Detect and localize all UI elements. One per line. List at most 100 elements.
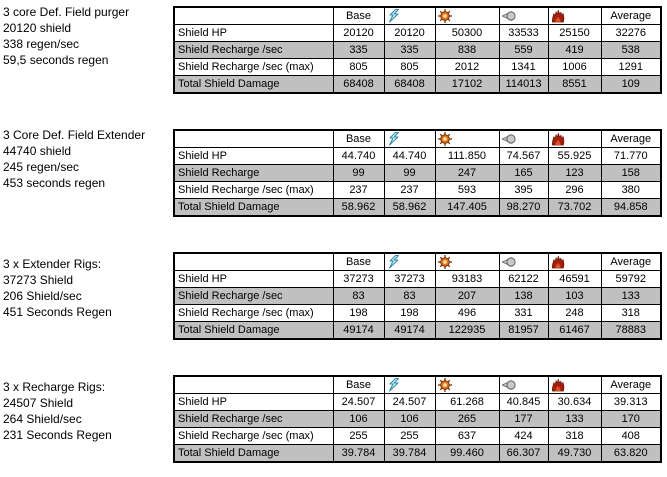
cell-explosive-damage: 133 (547, 410, 602, 428)
cell-em-damage: 68408 (383, 75, 436, 94)
cell-explosive-damage: 55.925 (547, 147, 602, 165)
shield-stats-table: Base Average Shield HP 44.740 44.740 111.850 7… (173, 129, 662, 217)
cell-thermal-damage: 99.460 (434, 444, 500, 463)
shield-config-section: 3 x Extender Rigs: 37273 Shield 206 Shield… (0, 252, 667, 352)
cell-explosive-damage: 25150 (547, 24, 602, 42)
column-header-em-damage (383, 129, 436, 148)
table-header-row: Base Average (173, 252, 662, 271)
row-label: Shield Recharge /sec (max) (173, 427, 334, 445)
cell-em-damage: 198 (383, 304, 436, 322)
cell-base: 20120 (332, 24, 385, 42)
cell-average: 78883 (600, 321, 662, 340)
cell-average: 318 (600, 304, 662, 322)
row-label: Total Shield Damage (173, 198, 334, 217)
row-label: Shield Recharge /sec (173, 41, 334, 59)
table-row: Total Shield Damage 49174 49174 122935 81957… (173, 321, 662, 340)
cell-thermal-damage: 61.268 (434, 393, 500, 411)
cell-em-damage: 83 (383, 287, 436, 305)
column-header-thermal-damage (434, 129, 500, 148)
table-row: Shield Recharge /sec (max) 805 805 2012 1341… (173, 58, 662, 76)
explosive-icon (551, 255, 565, 269)
config-info-line: 245 regen/sec (3, 160, 80, 174)
cell-explosive-damage: 46591 (547, 270, 602, 288)
cell-thermal-damage: 496 (434, 304, 500, 322)
cell-base: 255 (332, 427, 385, 445)
column-header-row-label (173, 6, 334, 25)
kinetic-icon (501, 255, 516, 269)
cell-thermal-damage: 111.850 (434, 147, 500, 165)
table-row: Shield Recharge /sec (max) 237 237 593 395 29… (173, 181, 662, 199)
table-row: Total Shield Damage 39.784 39.784 99.460 66.… (173, 444, 662, 463)
config-title: 3 Core Def. Field Extender (3, 128, 146, 142)
cell-base: 44.740 (332, 147, 385, 165)
row-label: Total Shield Damage (173, 321, 334, 340)
row-label: Shield Recharge /sec (max) (173, 181, 334, 199)
column-header-explosive-damage (547, 252, 602, 271)
config-info-line: 59,5 seconds regen (3, 53, 109, 67)
row-label: Shield Recharge /sec (173, 287, 334, 305)
cell-em-damage: 24.507 (383, 393, 436, 411)
cell-average: 94.858 (600, 198, 662, 217)
cell-average: 63.820 (600, 444, 662, 463)
explosive-icon (551, 9, 565, 23)
cell-thermal-damage: 207 (434, 287, 500, 305)
config-summary: 3 core Def. Field purger 20120 shield 338 … (3, 4, 129, 68)
row-label: Shield HP (173, 24, 334, 42)
cell-thermal-damage: 147.405 (434, 198, 500, 217)
config-info-line: 20120 shield (3, 21, 72, 35)
cell-explosive-damage: 318 (547, 427, 602, 445)
cell-base: 237 (332, 181, 385, 199)
table-row: Shield Recharge /sec 83 83 207 138 103 133 (173, 287, 662, 305)
em-icon (387, 254, 400, 269)
cell-base: 198 (332, 304, 385, 322)
table-row: Total Shield Damage 68408 68408 17102 114013… (173, 75, 662, 94)
table-row: Total Shield Damage 58.962 58.962 147.405 98… (173, 198, 662, 217)
row-label: Shield HP (173, 147, 334, 165)
table-row: Shield Recharge /sec (max) 255 255 637 424 31… (173, 427, 662, 445)
config-info-line: 37273 Shield (3, 273, 74, 287)
em-icon (387, 8, 400, 23)
cell-average: 39.313 (600, 393, 662, 411)
cell-em-damage: 49174 (383, 321, 436, 340)
cell-explosive-damage: 1006 (547, 58, 602, 76)
cell-base: 68408 (332, 75, 385, 94)
cell-base: 24.507 (332, 393, 385, 411)
cell-kinetic-damage: 81957 (498, 321, 549, 340)
column-header-average: Average (600, 375, 662, 394)
cell-explosive-damage: 248 (547, 304, 602, 322)
column-header-thermal-damage (434, 375, 500, 394)
cell-base: 83 (332, 287, 385, 305)
config-summary: 3 x Recharge Rigs: 24507 Shield 264 Shield… (3, 379, 112, 443)
cell-thermal-damage: 637 (434, 427, 500, 445)
table-header-row: Base Average (173, 6, 662, 25)
cell-explosive-damage: 49.730 (547, 444, 602, 463)
cell-kinetic-damage: 40.845 (498, 393, 549, 411)
cell-kinetic-damage: 114013 (498, 75, 549, 94)
cell-base: 99 (332, 164, 385, 182)
table-header-row: Base Average (173, 129, 662, 148)
cell-average: 158 (600, 164, 662, 182)
column-header-kinetic-damage (498, 375, 549, 394)
cell-kinetic-damage: 177 (498, 410, 549, 428)
cell-explosive-damage: 123 (547, 164, 602, 182)
config-summary: 3 x Extender Rigs: 37273 Shield 206 Shield… (3, 256, 112, 320)
thermal-icon (437, 131, 452, 146)
shield-stats-table: Base Average Shield HP 20120 20120 50300 33533… (173, 6, 662, 94)
table-row: Shield Recharge /sec 335 335 838 559 419 538 (173, 41, 662, 59)
column-header-row-label (173, 252, 334, 271)
cell-em-damage: 805 (383, 58, 436, 76)
cell-thermal-damage: 593 (434, 181, 500, 199)
cell-base: 58.962 (332, 198, 385, 217)
cell-em-damage: 237 (383, 181, 436, 199)
em-icon (387, 377, 400, 392)
cell-em-damage: 99 (383, 164, 436, 182)
thermal-icon (437, 377, 452, 392)
cell-explosive-damage: 296 (547, 181, 602, 199)
column-header-thermal-damage (434, 252, 500, 271)
row-label: Shield Recharge /sec (max) (173, 58, 334, 76)
cell-thermal-damage: 247 (434, 164, 500, 182)
cell-average: 71.770 (600, 147, 662, 165)
column-header-base: Base (332, 375, 385, 394)
config-info-line: 451 Seconds Regen (3, 305, 112, 319)
